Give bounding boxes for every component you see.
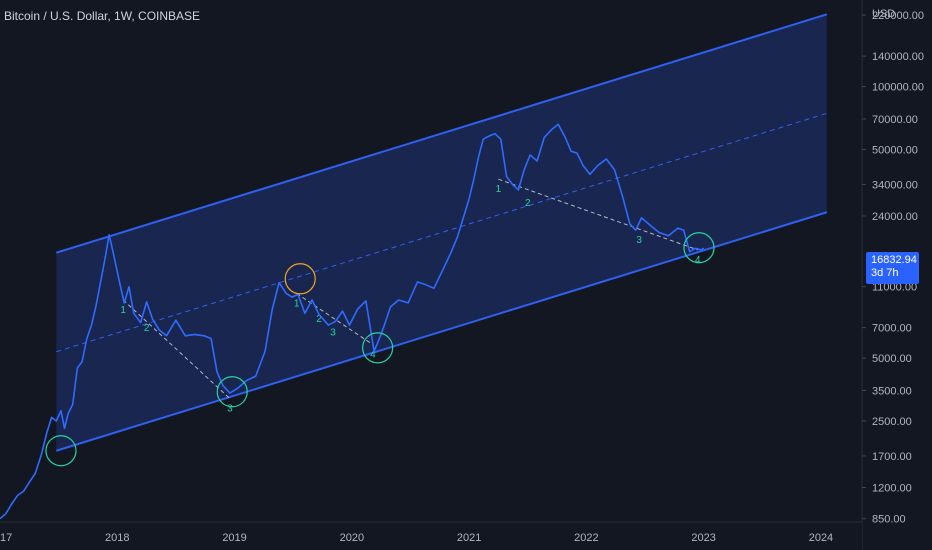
wave-label: 2 — [144, 323, 150, 334]
price-line — [0, 123, 705, 520]
correction-line-2 — [296, 293, 374, 346]
bar-countdown: 3d 7h — [871, 267, 899, 279]
highlight-circle-3 — [284, 263, 316, 295]
correction-line-3 — [498, 178, 698, 251]
price-tick-label: 70000.00 — [872, 114, 918, 126]
time-tick-label: 2019 — [222, 532, 246, 544]
highlight-circle-2 — [216, 376, 248, 408]
price-tick-label: 1200.00 — [872, 482, 912, 494]
price-series — [0, 123, 705, 520]
time-tick-label: 2024 — [809, 532, 833, 544]
last-price: 16832.94 — [871, 254, 917, 266]
symbol-title: Bitcoin / U.S. Dollar, 1W, COINBASE — [4, 9, 201, 23]
price-tick-label: 7000.00 — [872, 323, 912, 335]
time-axis[interactable]: 2017 2018 2019 2020 2021 2022 2023 2024 — [0, 521, 862, 550]
wave-label: 3 — [227, 404, 233, 415]
wave-label: 4 — [695, 255, 701, 266]
time-tick-label: 2023 — [691, 532, 715, 544]
time-tick-label: 2022 — [574, 532, 598, 544]
wave-label: 4 — [370, 350, 376, 361]
highlight-circles — [45, 232, 715, 467]
price-tick-label: 100000.00 — [872, 82, 924, 94]
price-tick-label: 34000.00 — [872, 179, 918, 191]
wave-label: 3 — [330, 328, 336, 339]
wave-label: 2 — [525, 198, 531, 209]
price-axis-unit: USD — [872, 8, 895, 20]
wave-label: 1 — [120, 305, 126, 316]
price-tick-label: 24000.00 — [872, 211, 918, 223]
price-tick-label: 5000.00 — [872, 353, 912, 365]
channel-upper-line — [55, 13, 828, 254]
price-tick-label: 50000.00 — [872, 144, 918, 156]
time-tick-label: 2018 — [105, 532, 129, 544]
correction-line-1 — [122, 299, 231, 399]
time-tick-label: 2021 — [457, 532, 481, 544]
last-price-badge: 16832.94 3d 7h — [866, 252, 919, 284]
time-tick-label: 2020 — [340, 532, 364, 544]
price-tick-label: 140000.00 — [872, 51, 924, 63]
price-tick-label: 220000.00 — [872, 10, 924, 22]
price-tick-label: 3500.00 — [872, 385, 912, 397]
channel-lower-line — [55, 211, 828, 452]
time-tick-label: 2017 — [0, 532, 12, 544]
wave-label: 2 — [316, 314, 322, 325]
channel-fill — [56, 14, 827, 451]
time-axis-background — [0, 522, 862, 550]
wave-label: 1 — [294, 299, 300, 310]
price-tick-label: 1700.00 — [872, 451, 912, 463]
wave-label: 1 — [496, 184, 502, 195]
wave-label: 3 — [636, 235, 642, 246]
price-tick-label: 11000.00 — [872, 282, 917, 294]
price-tick-label: 850.00 — [872, 514, 906, 526]
highlight-circle-1 — [45, 435, 77, 467]
highlight-circle-4 — [362, 332, 394, 364]
highlight-circle-5 — [683, 232, 715, 264]
symbol-legend[interactable]: Bitcoin / U.S. Dollar, 1W, COINBASE — [4, 9, 200, 23]
price-tick-label: 2500.00 — [872, 416, 912, 428]
regression-channel[interactable] — [55, 13, 828, 452]
